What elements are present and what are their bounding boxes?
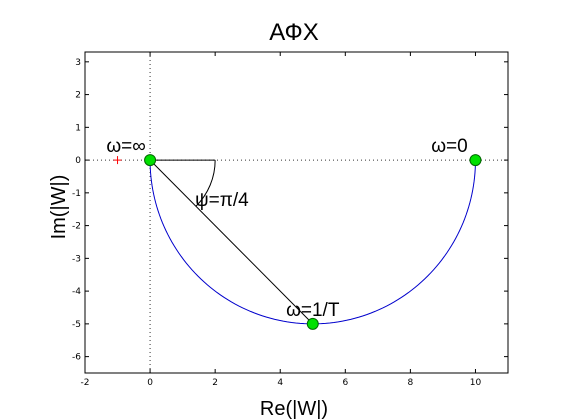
chart-title: АФХ xyxy=(269,19,318,46)
x-tick-label: 0 xyxy=(147,378,153,388)
x-tick-label: 6 xyxy=(342,378,348,388)
y-tick-label: -5 xyxy=(72,320,81,330)
angle-arc xyxy=(195,160,216,207)
x-axis-label: Re(|W|) xyxy=(260,398,328,420)
angle-annotation: ψ=π/4 xyxy=(195,190,249,211)
point-marker xyxy=(469,154,482,167)
x-tick-label: 10 xyxy=(470,378,482,388)
y-tick-label: -3 xyxy=(72,254,81,264)
y-tick-label: -4 xyxy=(72,287,81,297)
y-tick-label: -2 xyxy=(72,222,81,232)
point-label: ω=∞ xyxy=(106,136,145,157)
point-label: ω=1/T xyxy=(286,300,340,321)
y-tick-label: -6 xyxy=(72,353,81,363)
y-axis-label: Im(|W|) xyxy=(48,175,70,240)
axes-frame xyxy=(84,51,509,374)
point-label: ω=0 xyxy=(431,136,468,157)
y-tick-label: 0 xyxy=(75,156,81,166)
x-tick-label: 4 xyxy=(277,378,283,388)
y-tick-label: 3 xyxy=(75,58,81,68)
point-marker xyxy=(144,154,157,167)
chord-line xyxy=(149,159,314,325)
point-marker xyxy=(306,317,319,330)
y-tick-label: -1 xyxy=(72,189,81,199)
x-tick-label: -2 xyxy=(81,378,90,388)
y-tick-label: 2 xyxy=(75,91,81,101)
x-tick-label: 8 xyxy=(408,378,414,388)
y-tick-label: 1 xyxy=(75,123,81,133)
x-tick-label: 2 xyxy=(212,378,218,388)
